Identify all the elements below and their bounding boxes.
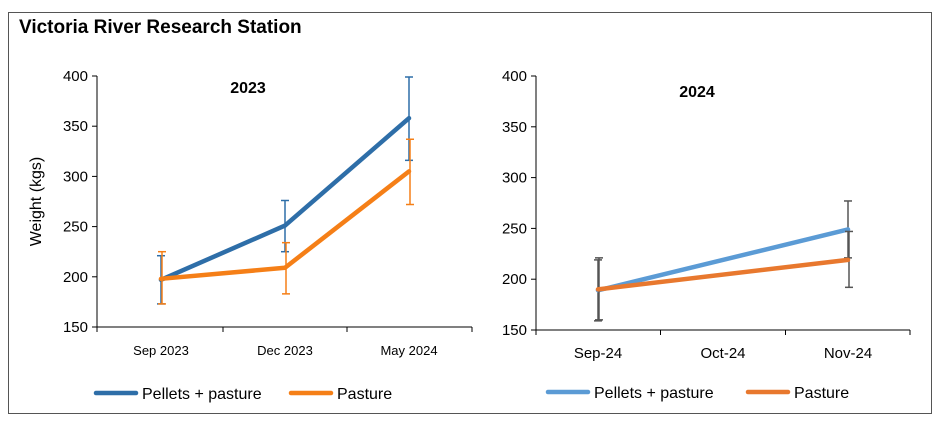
chart-panel-0: 150 200 250 300 350 400 Sep 2023 Dec 2023 May 20… [28,68,473,403]
legend-label: Pasture [794,385,849,402]
x-tick-label: Sep 2023 [133,343,189,358]
y-tick-label: 300 [502,170,527,187]
y-tick-label: 350 [63,118,88,135]
y-tick-label: 200 [502,271,527,288]
y-tick-label: 350 [502,119,527,136]
x-tick-label: Sep-24 [574,345,622,362]
y-tick-label: 200 [63,269,88,286]
chart-title: 2023 [230,80,266,97]
x-tick-label: Dec 2023 [257,343,313,358]
series-line-1 [595,257,851,292]
series-line-0 [595,227,851,293]
y-tick-label: 150 [502,322,527,339]
y-tick-label: 400 [502,68,527,85]
x-tick-label: Oct-24 [700,345,745,362]
y-tick-label: 250 [63,219,88,236]
legend-label: Pasture [337,386,392,403]
chart-title: 2024 [679,84,715,101]
x-tick-label: Nov-24 [824,345,872,362]
y-tick-label: 300 [63,168,88,185]
y-tick-label: 250 [502,220,527,237]
figure-title: Victoria River Research Station [19,17,302,38]
legend-label: Pellets + pasture [142,386,262,403]
y-tick-label: 400 [63,68,88,85]
legend-label: Pellets + pasture [594,385,714,402]
figure-frame [8,12,932,414]
chart-panel-1: 150 200 250 300 350 400 Sep-24 Oct-24 Nov-24 2024… [502,68,911,402]
y-axis-label: Weight (kgs) [28,157,45,247]
y-tick-label: 150 [63,319,88,336]
x-tick-label: May 2024 [380,343,437,358]
